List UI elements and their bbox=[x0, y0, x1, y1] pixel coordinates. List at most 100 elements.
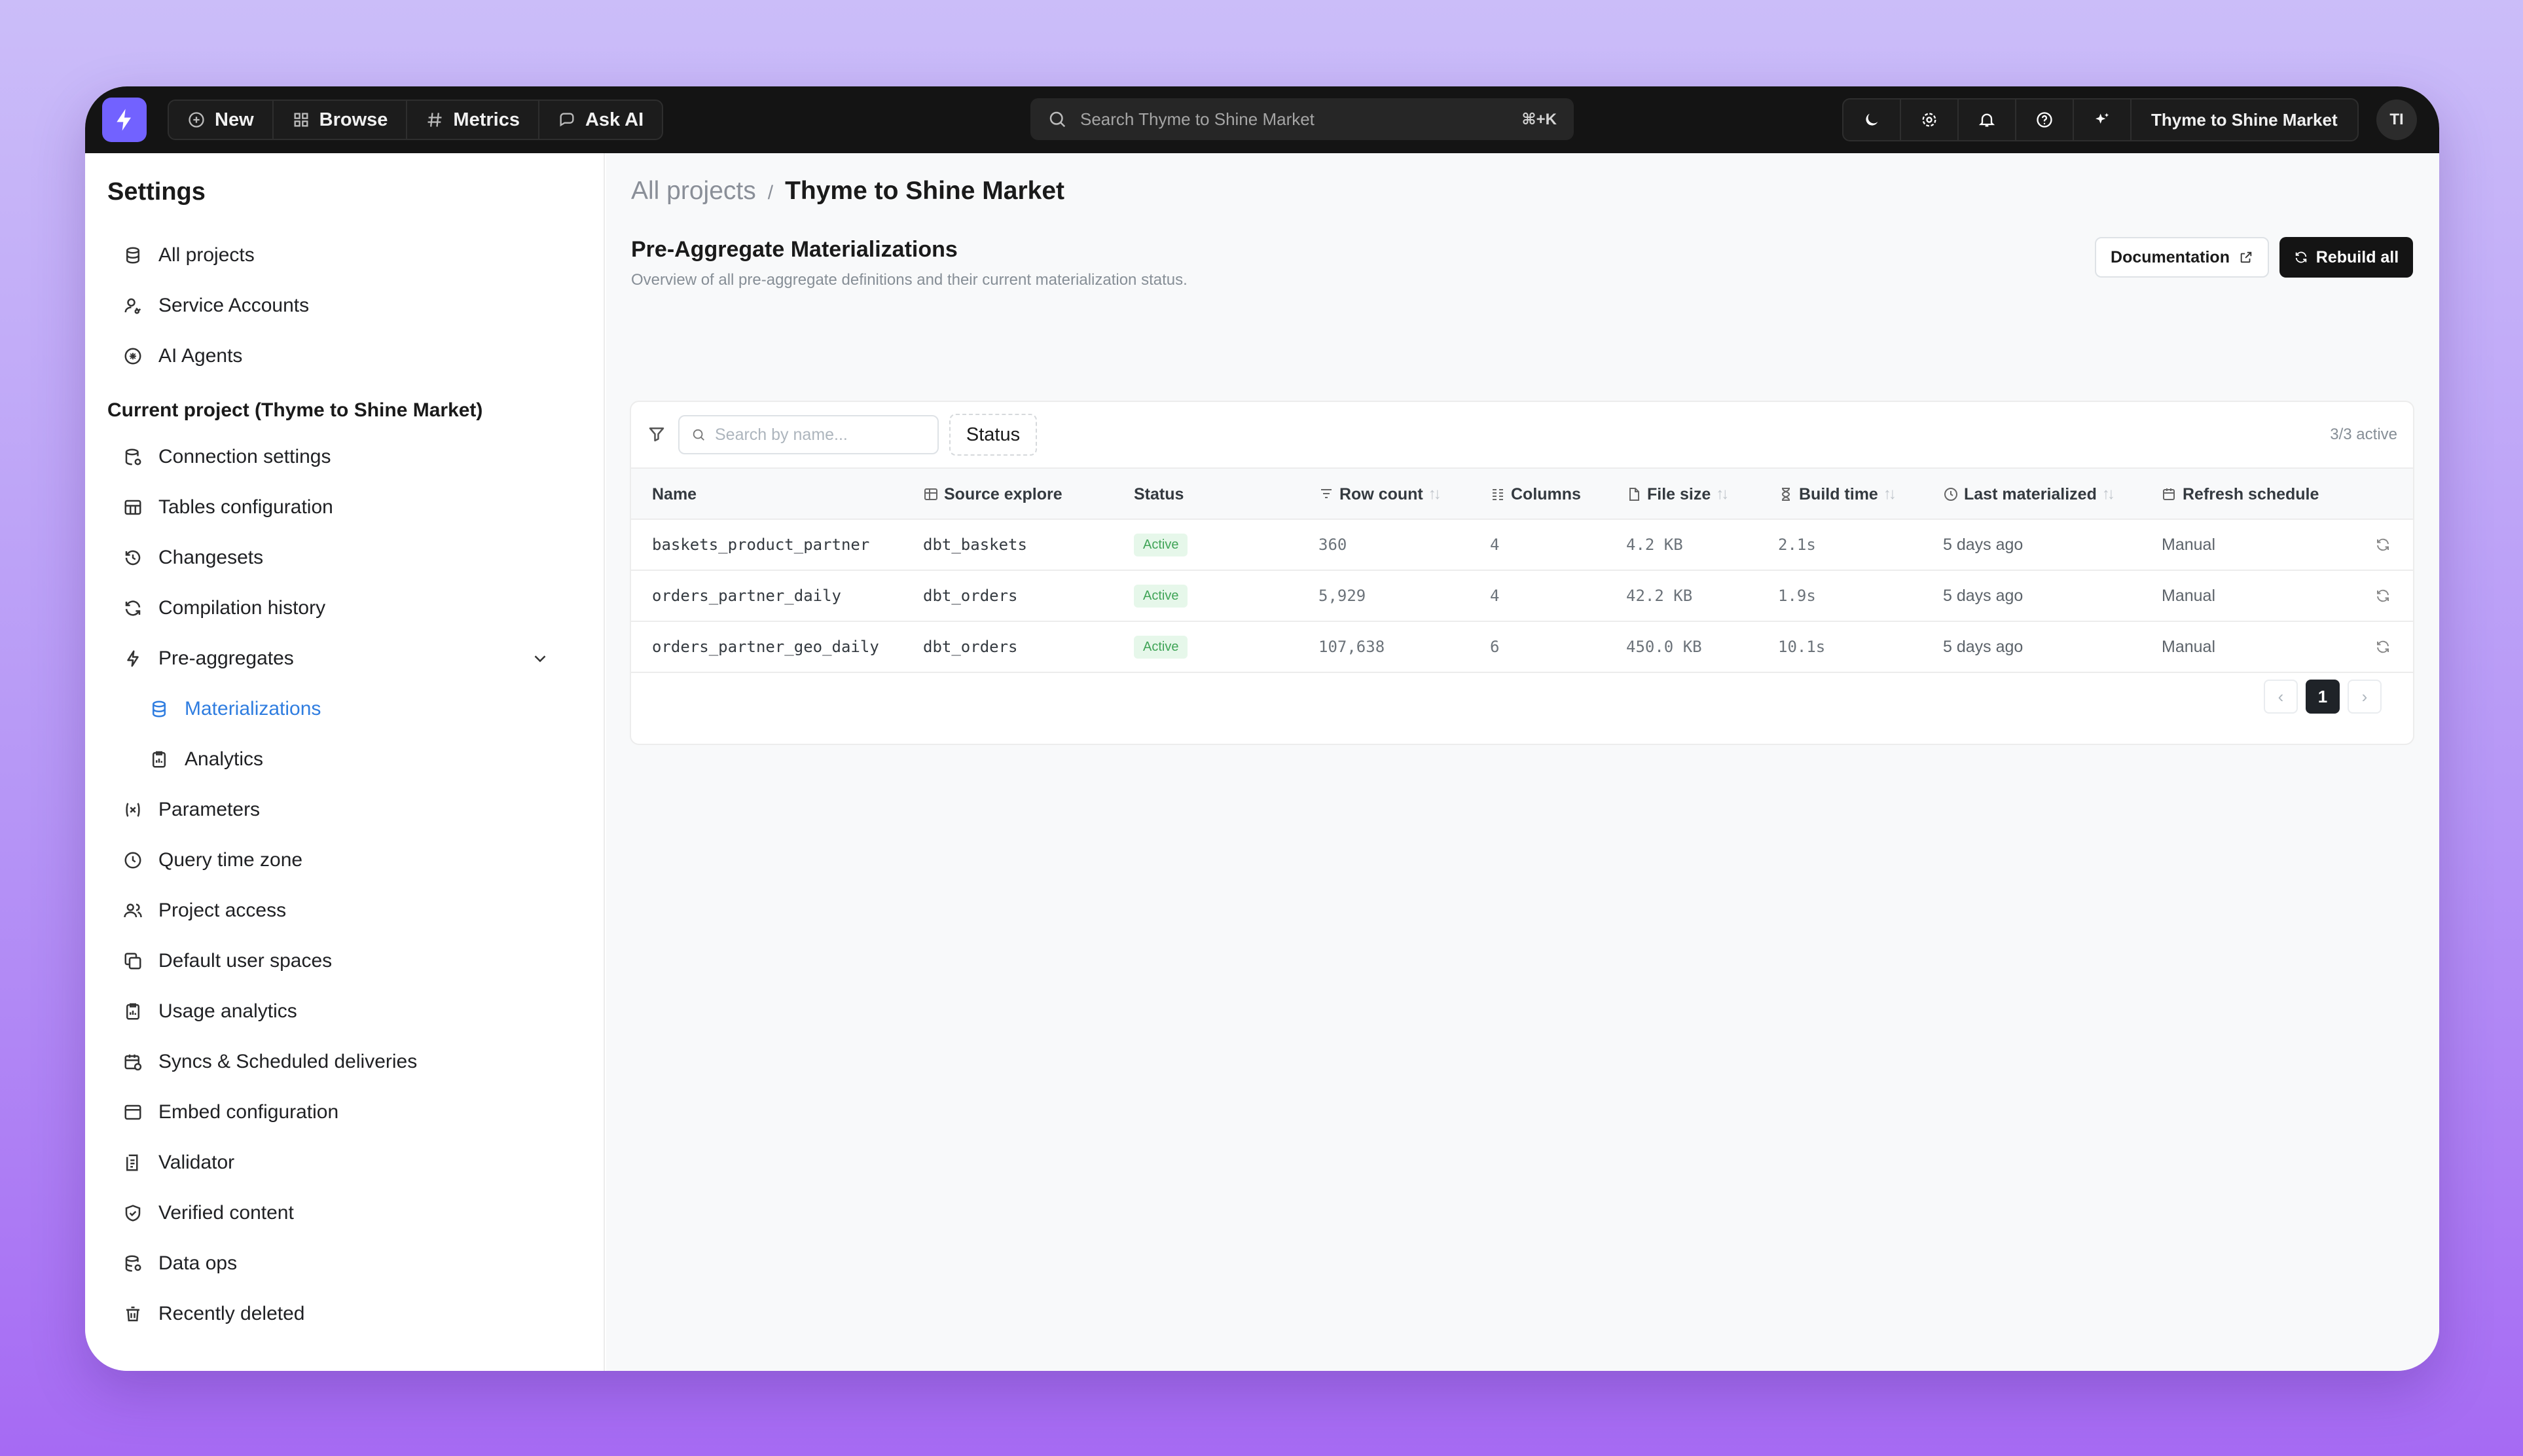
sidebar-item-recently-deleted[interactable]: Recently deleted bbox=[123, 1294, 304, 1334]
cell-row-count: 360 bbox=[1318, 536, 1347, 554]
main-nav: New Browse Metrics Ask AI bbox=[168, 100, 664, 140]
sidebar-item-tables-configuration[interactable]: Tables configuration bbox=[123, 488, 333, 527]
sidebar-item-verified-content[interactable]: Verified content bbox=[123, 1193, 294, 1233]
database-icon bbox=[126, 247, 139, 264]
refresh-icon bbox=[2377, 589, 2389, 602]
column-header-last-materialized[interactable]: Last materialized ↑↓ bbox=[1943, 469, 2115, 520]
cell-columns: 4 bbox=[1490, 536, 1500, 554]
filter-funnel-icon bbox=[1321, 489, 1332, 498]
shield-check-icon bbox=[125, 1205, 141, 1222]
next-page-button[interactable]: › bbox=[2348, 680, 2382, 714]
sidebar-item-compilation-history[interactable]: Compilation history bbox=[123, 589, 325, 628]
column-header-name: Name bbox=[652, 469, 697, 520]
breadcrumb-current-project: Thyme to Shine Market bbox=[785, 177, 1065, 205]
sidebar-item-label: Parameters bbox=[158, 799, 261, 820]
browse-button[interactable]: Browse bbox=[274, 101, 408, 139]
sort-arrows-icon[interactable]: ↑↓ bbox=[1428, 485, 1442, 503]
sidebar-item-project-access[interactable]: Project access bbox=[123, 891, 286, 930]
users-icon bbox=[124, 903, 142, 918]
sidebar-item-label: Embed configuration bbox=[158, 1101, 339, 1123]
sidebar-item-ai-agents[interactable]: AI Agents bbox=[123, 337, 242, 376]
bolt-logo-icon bbox=[117, 109, 131, 131]
table-row[interactable]: orders_partner_geo_daily dbt_orders Acti… bbox=[631, 622, 2413, 673]
ai-chat-icon bbox=[560, 113, 574, 127]
chevron-down-icon[interactable] bbox=[530, 649, 550, 668]
ai-sparkles-button[interactable] bbox=[2074, 100, 2132, 140]
browse-button-label: Browse bbox=[319, 109, 388, 130]
row-rebuild-action[interactable] bbox=[2375, 520, 2391, 570]
sort-arrows-icon[interactable]: ↑↓ bbox=[1716, 485, 1729, 503]
sidebar-item-query-time-zone[interactable]: Query time zone bbox=[123, 841, 302, 880]
sidebar-item-service-accounts[interactable]: Service Accounts bbox=[123, 286, 309, 325]
search-icon bbox=[1049, 111, 1066, 128]
sidebar-item-validator[interactable]: Validator bbox=[123, 1143, 234, 1182]
table-row[interactable]: baskets_product_partner dbt_baskets Acti… bbox=[631, 520, 2413, 571]
cell-source: dbt_baskets bbox=[923, 536, 1027, 554]
sidebar-item-analytics[interactable]: Analytics bbox=[149, 740, 263, 779]
sidebar-item-connection-settings[interactable]: Connection settings bbox=[123, 437, 331, 477]
row-rebuild-action[interactable] bbox=[2375, 622, 2391, 672]
calendar-sync-icon bbox=[124, 1054, 142, 1071]
refresh-icon bbox=[2295, 251, 2307, 263]
breadcrumb-all-projects-link[interactable]: All projects bbox=[631, 177, 756, 205]
refresh-icon bbox=[2377, 538, 2389, 551]
sidebar-item-embed-configuration[interactable]: Embed configuration bbox=[123, 1093, 338, 1132]
sort-arrows-icon[interactable]: ↑↓ bbox=[1883, 485, 1897, 503]
sidebar-item-parameters[interactable]: Parameters bbox=[123, 790, 260, 829]
settings-button[interactable] bbox=[1901, 100, 1959, 140]
sidebar-item-changesets[interactable]: Changesets bbox=[123, 538, 263, 577]
page-1-button[interactable]: 1 bbox=[2306, 680, 2340, 714]
column-header-file-size[interactable]: File size ↑↓ bbox=[1626, 469, 1729, 520]
global-search[interactable]: Search Thyme to Shine Market ⌘+K bbox=[1030, 98, 1574, 140]
column-header-label: Name bbox=[652, 484, 697, 503]
column-header-row-count[interactable]: Row count ↑↓ bbox=[1318, 469, 1442, 520]
sidebar-item-label: Syncs & Scheduled deliveries bbox=[158, 1051, 418, 1072]
column-header-label: File size bbox=[1647, 484, 1711, 503]
table-row[interactable]: orders_partner_daily dbt_orders Active 5… bbox=[631, 571, 2413, 622]
breadcrumb: All projects / Thyme to Shine Market bbox=[631, 177, 1064, 206]
column-header-label: Refresh schedule bbox=[2183, 484, 2319, 503]
bell-icon bbox=[1978, 113, 1995, 127]
hourglass-icon bbox=[1781, 488, 1790, 501]
project-switcher[interactable]: Thyme to Shine Market bbox=[2132, 100, 2357, 140]
global-search-placeholder: Search Thyme to Shine Market bbox=[1080, 109, 1315, 129]
user-avatar[interactable]: TI bbox=[2376, 100, 2417, 140]
documentation-button[interactable]: Documentation bbox=[2095, 237, 2269, 278]
sidebar-item-usage-analytics[interactable]: Usage analytics bbox=[123, 992, 297, 1031]
cell-build-time: 1.9s bbox=[1778, 587, 1816, 605]
sidebar-item-syncs-scheduled-deliveries[interactable]: Syncs & Scheduled deliveries bbox=[123, 1042, 417, 1082]
sidebar-item-data-ops[interactable]: Data ops bbox=[123, 1244, 237, 1283]
sort-arrows-icon[interactable]: ↑↓ bbox=[2101, 485, 2115, 503]
cell-refresh-schedule: Manual bbox=[2162, 637, 2215, 656]
project-switcher-label: Thyme to Shine Market bbox=[2151, 109, 2338, 130]
sidebar-item-all-projects[interactable]: All projects bbox=[123, 236, 255, 275]
help-button[interactable] bbox=[2016, 100, 2074, 140]
metrics-button[interactable]: Metrics bbox=[407, 101, 539, 139]
row-rebuild-action[interactable] bbox=[2375, 571, 2391, 621]
sidebar-item-materializations[interactable]: Materializations bbox=[149, 689, 321, 729]
column-header-build-time[interactable]: Build time ↑↓ bbox=[1778, 469, 1897, 520]
ask-ai-button-label: Ask AI bbox=[585, 109, 644, 130]
table-search-input[interactable]: Search by name... bbox=[678, 415, 939, 454]
cell-columns: 6 bbox=[1490, 638, 1500, 656]
user-key-icon bbox=[124, 298, 141, 314]
sidebar-item-label: Compilation history bbox=[158, 597, 326, 619]
plus-circle-icon bbox=[189, 112, 204, 128]
app-logo[interactable] bbox=[102, 98, 147, 142]
sidebar-item-default-user-spaces[interactable]: Default user spaces bbox=[123, 941, 332, 981]
previous-page-button[interactable]: ‹ bbox=[2264, 680, 2298, 714]
table-filter-bar: Search by name... Status 3/3 active bbox=[631, 402, 2413, 467]
filter-icon[interactable] bbox=[647, 424, 666, 444]
cell-source: dbt_orders bbox=[923, 638, 1018, 656]
ask-ai-button[interactable]: Ask AI bbox=[539, 101, 662, 139]
status-filter-button[interactable]: Status bbox=[949, 414, 1037, 456]
column-header-source-explore: Source explore bbox=[923, 469, 1062, 520]
sidebar-item-pre-aggregates[interactable]: Pre-aggregates bbox=[123, 639, 294, 678]
rebuild-all-button[interactable]: Rebuild all bbox=[2279, 237, 2413, 278]
new-button[interactable]: New bbox=[169, 101, 274, 139]
clipboard-icon bbox=[126, 1003, 139, 1020]
notifications-button[interactable] bbox=[1959, 100, 2016, 140]
sidebar-item-label: AI Agents bbox=[158, 345, 243, 367]
trash-icon bbox=[126, 1306, 139, 1322]
theme-toggle-button[interactable] bbox=[1843, 100, 1901, 140]
